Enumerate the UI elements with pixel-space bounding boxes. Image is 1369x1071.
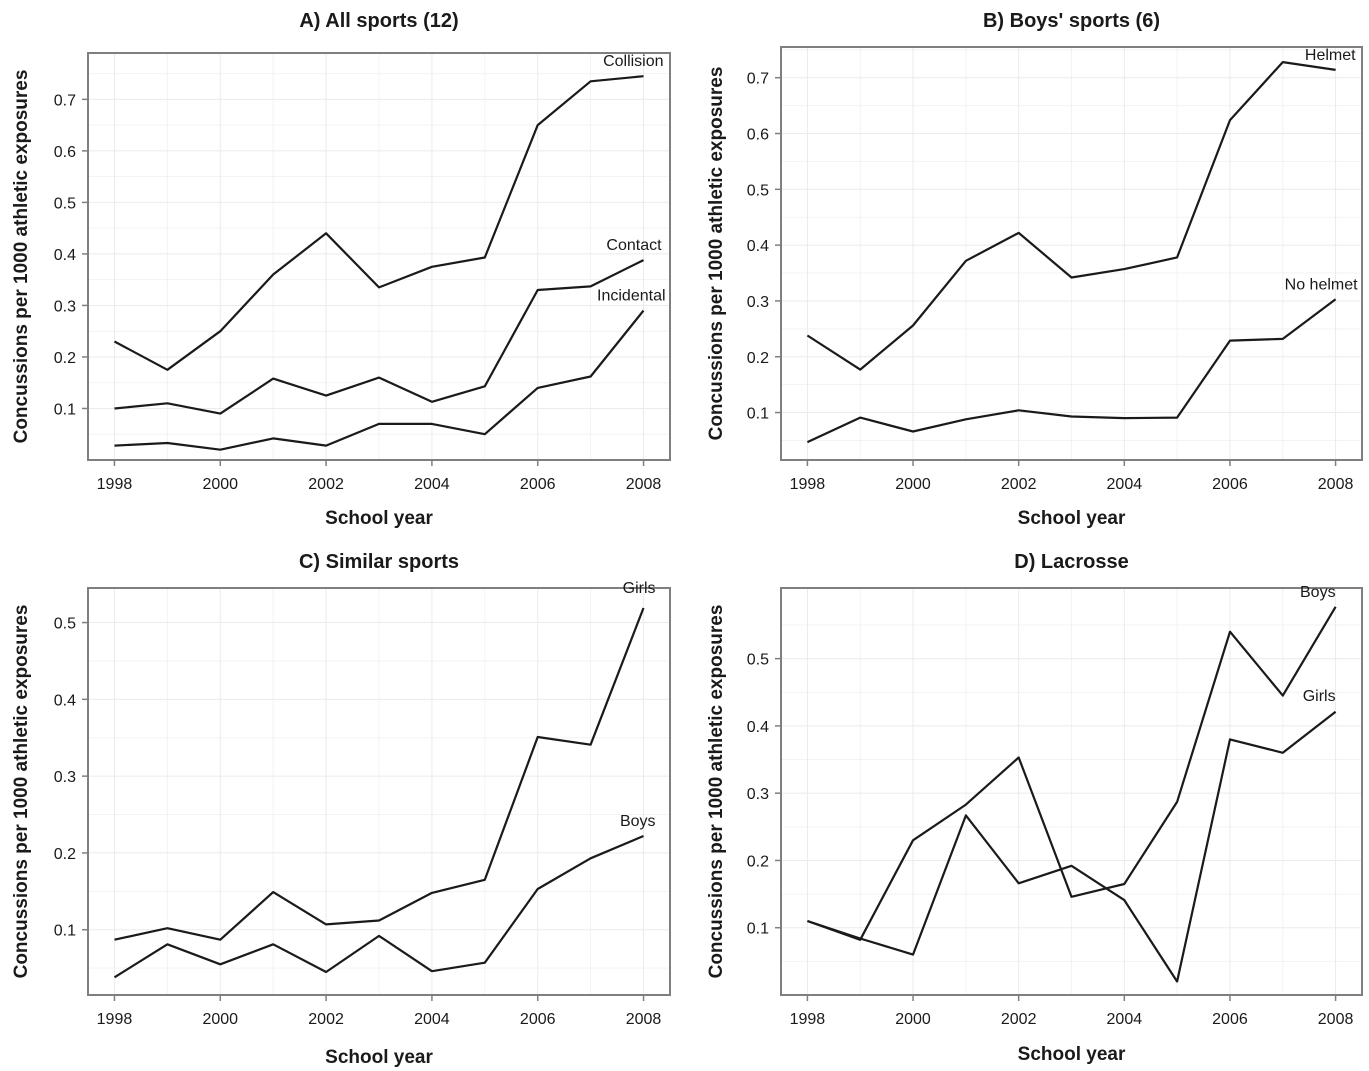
x-tick-label: 2000 xyxy=(895,1011,931,1028)
y-tick-label: 0.1 xyxy=(747,406,769,423)
y-tick-label: 0.5 xyxy=(747,182,769,199)
y-tick-label: 0.4 xyxy=(747,719,769,736)
y-tick-label: 0.1 xyxy=(54,401,76,418)
x-tick-label: 2004 xyxy=(1107,476,1143,493)
series-label-collision: Collision xyxy=(603,53,663,70)
x-tick-label: 1998 xyxy=(97,1011,133,1028)
y-tick-label: 0.2 xyxy=(54,846,76,863)
plot-frame xyxy=(780,46,1363,461)
x-tick-label: 2008 xyxy=(626,1011,662,1028)
y-tick-label: 0.1 xyxy=(747,921,769,938)
y-tick-label: 0.6 xyxy=(54,144,76,161)
series-line-boys xyxy=(113,834,644,979)
y-tick-label: 0.3 xyxy=(54,298,76,315)
series-line-no-helmet xyxy=(806,298,1337,444)
chart-panel-2: 1998 2000 2002 2004 2006 2008 0.1 0.2 0.3 0.4 0.5 0… xyxy=(706,10,1363,529)
y-tick-label: 0.3 xyxy=(54,769,76,786)
y-axis-label: Concussions per 1000 athletic exposures xyxy=(11,70,32,444)
x-tick-label: 2006 xyxy=(1212,476,1248,493)
y-tick-label: 0.1 xyxy=(54,923,76,940)
panel-title: B) Boys' sports (6) xyxy=(983,10,1160,32)
series-label-incidental: Incidental xyxy=(597,288,666,305)
x-tick-label: 2004 xyxy=(1107,1011,1143,1028)
chart-panel-3: 1998 2000 2002 2004 2006 2008 0.1 0.2 0.3 0.4 0.5 C… xyxy=(11,551,671,1068)
x-axis-label: School year xyxy=(325,508,433,529)
chart-panel-1: 1998 2000 2002 2004 2006 2008 0.1 0.2 0.3 0.4 0.5 0… xyxy=(11,10,671,529)
x-tick-label: 2004 xyxy=(414,1011,450,1028)
series-line-contact xyxy=(114,259,644,415)
y-axis-label: Concussions per 1000 athletic exposures xyxy=(706,605,727,979)
plot-frame xyxy=(87,587,671,996)
series-label-contact: Contact xyxy=(606,237,662,254)
x-tick-label: 2008 xyxy=(1318,476,1354,493)
y-axis-label: Concussions per 1000 athletic exposures xyxy=(11,605,32,979)
series-line-boys xyxy=(807,606,1337,941)
series-label-no-helmet: No helmet xyxy=(1285,276,1358,293)
x-tick-label: 2006 xyxy=(520,1011,556,1028)
y-tick-label: 0.2 xyxy=(747,350,769,367)
x-tick-label: 1998 xyxy=(97,476,133,493)
x-tick-label: 2002 xyxy=(1001,476,1037,493)
x-tick-label: 2002 xyxy=(308,476,344,493)
chart-panel-4: 1998 2000 2002 2004 2006 2008 0.1 0.2 0.3 0.4 0.5 D… xyxy=(706,551,1363,1065)
y-tick-label: 0.2 xyxy=(54,350,76,367)
x-tick-label: 2008 xyxy=(1318,1011,1354,1028)
series-line-collision xyxy=(113,75,644,371)
x-tick-label: 2006 xyxy=(1212,1011,1248,1028)
x-tick-label: 1998 xyxy=(790,476,826,493)
x-tick-label: 2002 xyxy=(308,1011,344,1028)
series-label-girls: Girls xyxy=(1303,688,1336,705)
x-tick-label: 2000 xyxy=(202,1011,238,1028)
x-axis-label: School year xyxy=(1018,508,1126,529)
plot-frame xyxy=(87,52,671,461)
y-tick-label: 0.5 xyxy=(54,616,76,633)
series-line-girls xyxy=(807,710,1337,983)
x-tick-label: 2000 xyxy=(202,476,238,493)
y-tick-label: 0.5 xyxy=(54,195,76,212)
series-line-incidental xyxy=(114,309,645,451)
x-tick-label: 2002 xyxy=(1001,1011,1037,1028)
series-label-girls: Girls xyxy=(623,580,656,597)
series-label-boys: Boys xyxy=(1300,584,1336,601)
x-axis-label: School year xyxy=(325,1047,433,1068)
y-tick-label: 0.3 xyxy=(747,294,769,311)
series-label-helmet: Helmet xyxy=(1305,47,1356,64)
x-tick-label: 2006 xyxy=(520,476,556,493)
x-tick-label: 2008 xyxy=(626,476,662,493)
y-tick-label: 0.4 xyxy=(54,247,76,264)
panel-title: D) Lacrosse xyxy=(1014,551,1129,573)
series-line-girls xyxy=(114,607,645,941)
y-tick-label: 0.4 xyxy=(54,692,76,709)
x-tick-label: 2000 xyxy=(895,476,931,493)
x-tick-label: 1998 xyxy=(790,1011,826,1028)
x-tick-label: 2004 xyxy=(414,476,450,493)
y-tick-label: 0.2 xyxy=(747,853,769,870)
y-tick-label: 0.5 xyxy=(747,652,769,669)
series-label-boys: Boys xyxy=(620,813,656,830)
y-tick-label: 0.3 xyxy=(747,786,769,803)
y-tick-label: 0.4 xyxy=(747,238,769,255)
plot-frame xyxy=(780,587,1363,996)
panel-title: C) Similar sports xyxy=(299,551,459,573)
y-tick-label: 0.6 xyxy=(747,127,769,144)
y-tick-label: 0.7 xyxy=(54,92,76,109)
y-axis-label: Concussions per 1000 athletic exposures xyxy=(706,67,727,441)
y-tick-label: 0.7 xyxy=(747,71,769,88)
x-axis-label: School year xyxy=(1018,1044,1126,1065)
panel-title: A) All sports (12) xyxy=(299,10,458,32)
series-line-helmet xyxy=(806,60,1336,371)
